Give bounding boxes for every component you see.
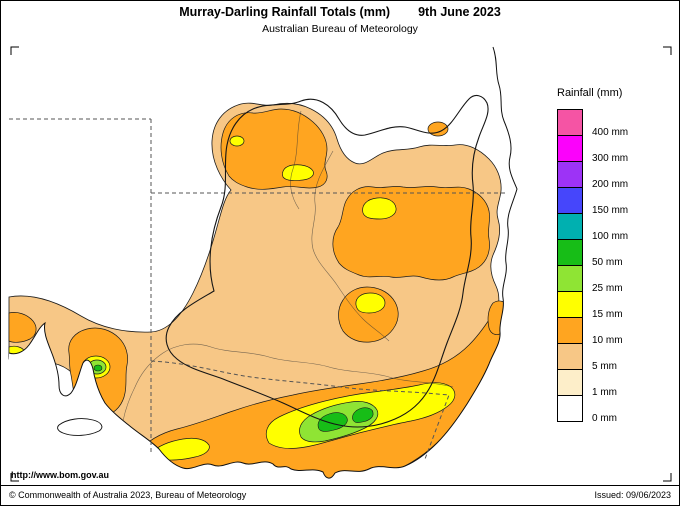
legend-label: 0 mm [592,413,617,424]
frame-ticks [10,46,672,482]
legend-row: 200 mm [557,161,629,190]
legend-swatch [557,135,583,162]
legend-row: 5 mm [557,343,628,372]
rain-region-orange-dot [427,121,449,137]
legend: Rainfall (mm) 400 mm 300 mm 200 mm [557,87,629,424]
legend-label: 100 mm [592,231,629,242]
tick-bottom-left [10,473,19,482]
legend-swatch [557,109,583,136]
legend-label: 150 mm [592,205,629,216]
tick-top-left [10,46,19,55]
legend-row: 1 mm [557,369,628,398]
tick-top-right [663,46,672,55]
legend-row: 150 mm [557,187,629,216]
issued-text: Issued: 09/06/2023 [594,490,671,500]
legend-scale: 400 mm 300 mm 200 mm 150 mm [557,109,629,424]
legend-title: Rainfall (mm) [557,87,623,99]
basin-boundary [165,94,489,428]
kangaroo-island [57,418,103,436]
page-date: 9th June 2023 [418,5,501,19]
rain-region-green-core-2 [352,407,374,423]
legend-label: 15 mm [592,309,623,320]
legend-swatch [557,265,583,292]
legend-swatch [557,239,583,266]
legend-swatch [557,343,583,370]
bom-url: http://www.bom.gov.au [11,470,109,480]
legend-row: 300 mm [557,135,629,164]
legend-swatch [557,317,583,344]
river-north [290,110,302,210]
river-darling [311,150,390,342]
legend-label: 300 mm [592,153,629,164]
legend-label: 25 mm [592,283,623,294]
rain-region-orange-west-edge [8,312,37,343]
rain-region-orange-central [332,186,490,281]
page-title: Murray-Darling Rainfall Totals (mm) [179,5,391,19]
legend-swatch [557,395,583,422]
rain-region-yellow-dot [229,135,245,147]
legend-swatch [557,161,583,188]
map-header: Murray-Darling Rainfall Totals (mm) 9th … [1,5,679,35]
legend-row: 400 mm [557,109,629,138]
tick-bottom-right [663,473,672,482]
coastline [8,46,518,479]
legend-label: 400 mm [592,127,629,138]
legend-swatch [557,187,583,214]
legend-row: 15 mm [557,291,628,320]
page-subtitle: Australian Bureau of Meteorology [262,23,418,35]
legend-label: 10 mm [592,335,623,346]
river-murray [122,343,454,422]
legend-swatch [557,291,583,318]
legend-row: 50 mm [557,239,628,268]
legend-label: 5 mm [592,361,617,372]
rain-region-yellow-qld [282,164,314,181]
rain-region-green-adelaide [93,364,103,372]
legend-row: 100 mm [557,213,629,242]
legend-row: 0 mm [557,395,628,424]
legend-label: 50 mm [592,257,623,268]
rain-region-yellow-mid [355,292,386,314]
legend-label: 200 mm [592,179,629,190]
footer-bar: © Commonwealth of Australia 2023, Bureau… [1,485,679,505]
rivers [122,110,454,422]
legend-swatch [557,369,583,396]
legend-label: 1 mm [592,387,617,398]
legend-row: 25 mm [557,265,628,294]
ocean [9,47,673,485]
rain-region-yellow-central [362,197,397,220]
state-borders [9,118,506,460]
legend-row: 10 mm [557,317,628,346]
copyright-text: © Commonwealth of Australia 2023, Bureau… [9,490,247,500]
rain-region-green-core-1 [317,412,348,432]
legend-swatch [557,213,583,240]
